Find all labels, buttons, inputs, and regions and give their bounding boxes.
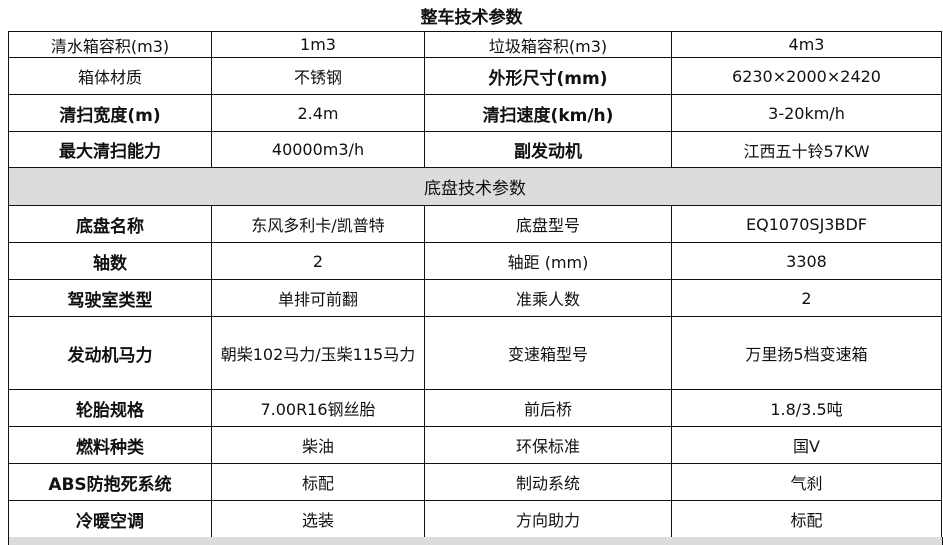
spec-value: EQ1070SJ3BDF: [671, 205, 942, 243]
table-row: 清扫宽度(m) 2.4m 清扫速度(km/h) 3-20km/h: [8, 94, 942, 132]
spec-table: 清水箱容积(m3) 1m3 垃圾箱容积(m3) 4m3 箱体材质 不锈钢 外形尺寸(mm) 6…: [8, 31, 942, 538]
spec-value: 江西五十铃57KW: [671, 131, 942, 168]
spec-label: 环保标准: [424, 426, 672, 464]
spec-value: 单排可前翻: [211, 279, 425, 317]
spec-label: 最大清扫能力: [8, 131, 212, 168]
spec-label: 方向助力: [424, 500, 672, 538]
table-row: 底盘名称 东风多利卡/凯普特 底盘型号 EQ1070SJ3BDF: [8, 205, 942, 243]
spec-label: ABS防抱死系统: [8, 463, 212, 501]
spec-value: 标配: [671, 500, 942, 538]
table-row: 发动机马力 朝柴102马力/玉柴115马力 变速箱型号 万里扬5档变速箱: [8, 316, 942, 390]
table-row: 箱体材质 不锈钢 外形尺寸(mm) 6230×2000×2420: [8, 57, 942, 95]
spec-value: 6230×2000×2420: [671, 57, 942, 95]
spec-value: 朝柴102马力/玉柴115马力: [211, 316, 425, 390]
table-row: 最大清扫能力 40000m3/h 副发动机 江西五十铃57KW: [8, 131, 942, 168]
spec-value: 1m3: [211, 31, 425, 58]
spec-label: 底盘型号: [424, 205, 672, 243]
spec-value: 3-20km/h: [671, 94, 942, 132]
spec-label: 底盘名称: [8, 205, 212, 243]
page-title: 整车技术参数: [420, 8, 523, 28]
spec-label: 驾驶室类型: [8, 279, 212, 317]
spec-value: 国V: [671, 426, 942, 464]
table-row: 清水箱容积(m3) 1m3 垃圾箱容积(m3) 4m3: [8, 31, 942, 58]
spec-label: 冷暖空调: [8, 500, 212, 538]
spec-label: 发动机马力: [8, 316, 212, 390]
spec-value: 4m3: [671, 31, 942, 58]
spec-value: 7.00R16钢丝胎: [211, 389, 425, 427]
spec-value: 2: [671, 279, 942, 317]
spec-value: 气刹: [671, 463, 942, 501]
spec-label: 燃料种类: [8, 426, 212, 464]
spec-label: 制动系统: [424, 463, 672, 501]
spec-label: 清水箱容积(m3): [8, 31, 212, 58]
spec-label: 垃圾箱容积(m3): [424, 31, 672, 58]
spec-value: 柴油: [211, 426, 425, 464]
spec-label: 副发动机: [424, 131, 672, 168]
spec-value: 2.4m: [211, 94, 425, 132]
table-row: 轮胎规格 7.00R16钢丝胎 前后桥 1.8/3.5吨: [8, 389, 942, 427]
table-row: 燃料种类 柴油 环保标准 国V: [8, 426, 942, 464]
spec-label: 轴数: [8, 242, 212, 280]
spec-label: 清扫宽度(m): [8, 94, 212, 132]
spec-label: 箱体材质: [8, 57, 212, 95]
spec-value: 1.8/3.5吨: [671, 389, 942, 427]
table-row: 轴数 2 轴距 (mm) 3308: [8, 242, 942, 280]
spec-label: 轴距 (mm): [424, 242, 672, 280]
spec-value: 3308: [671, 242, 942, 280]
spec-value: 40000m3/h: [211, 131, 425, 168]
spec-label: 清扫速度(km/h): [424, 94, 672, 132]
spec-value: 标配: [211, 463, 425, 501]
spec-value: 万里扬5档变速箱: [671, 316, 942, 390]
spec-label: 前后桥: [424, 389, 672, 427]
section-title: 底盘技术参数: [8, 167, 942, 206]
spec-label: 轮胎规格: [8, 389, 212, 427]
section-header-row: 底盘技术参数: [8, 167, 942, 206]
table-footer-strip: [8, 537, 943, 545]
spec-value: 不锈钢: [211, 57, 425, 95]
spec-value: 2: [211, 242, 425, 280]
spec-label: 外形尺寸(mm): [424, 57, 672, 95]
spec-value: 选装: [211, 500, 425, 538]
table-row: 驾驶室类型 单排可前翻 准乘人数 2: [8, 279, 942, 317]
table-row: ABS防抱死系统 标配 制动系统 气刹: [8, 463, 942, 501]
table-row: 冷暖空调 选装 方向助力 标配: [8, 500, 942, 538]
spec-label: 变速箱型号: [424, 316, 672, 390]
spec-value: 东风多利卡/凯普特: [211, 205, 425, 243]
spec-label: 准乘人数: [424, 279, 672, 317]
